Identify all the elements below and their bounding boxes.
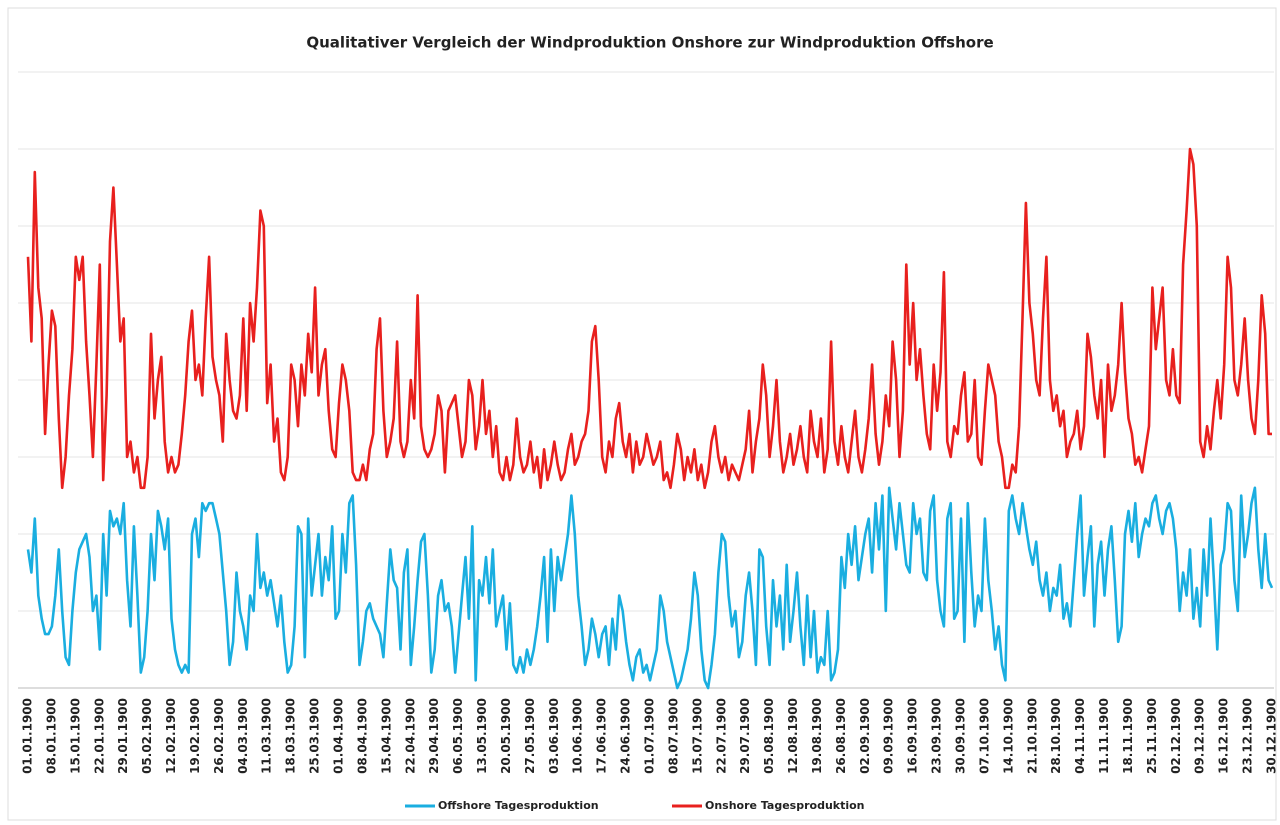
- x-tick-label: 01.04.1900: [332, 698, 346, 774]
- legend-label: Offshore Tagesproduktion: [438, 799, 599, 812]
- x-tick-label: 25.11.1900: [1145, 698, 1159, 774]
- x-tick-label: 30.09.1900: [954, 698, 968, 774]
- x-tick-label: 29.01.1900: [116, 698, 130, 774]
- x-tick-label: 10.06.1900: [571, 698, 585, 774]
- x-tick-label: 08.04.1900: [355, 698, 369, 774]
- x-tick-label: 21.10.1900: [1025, 698, 1039, 774]
- x-tick-label: 23.09.1900: [930, 698, 944, 774]
- legend-label: Onshore Tagesproduktion: [705, 799, 865, 812]
- x-tick-label: 22.01.1900: [92, 698, 106, 774]
- x-tick-label: 29.04.1900: [427, 698, 441, 774]
- x-tick-label: 19.08.1900: [810, 698, 824, 774]
- x-tick-label: 08.07.1900: [666, 698, 680, 774]
- x-tick-label: 26.08.1900: [834, 698, 848, 774]
- x-tick-label: 06.05.1900: [451, 698, 465, 774]
- x-tick-label: 16.09.1900: [906, 698, 920, 774]
- x-tick-label: 01.07.1900: [643, 698, 657, 774]
- x-tick-label: 05.08.1900: [762, 698, 776, 774]
- series-line: [26, 486, 1274, 690]
- x-tick-label: 22.04.1900: [403, 698, 417, 774]
- x-tick-label: 04.03.1900: [236, 698, 250, 774]
- x-tick-label: 03.06.1900: [547, 698, 561, 774]
- x-tick-label: 13.05.1900: [475, 698, 489, 774]
- x-tick-label: 11.11.1900: [1097, 698, 1111, 774]
- x-tick-label: 20.05.1900: [499, 698, 513, 774]
- x-tick-label: 25.03.1900: [308, 698, 322, 774]
- x-tick-label: 12.02.1900: [164, 698, 178, 774]
- x-tick-label: 09.12.1900: [1193, 698, 1207, 774]
- x-tick-label: 07.10.1900: [977, 698, 991, 774]
- x-tick-label: 15.04.1900: [379, 698, 393, 774]
- x-tick-label: 28.10.1900: [1049, 698, 1063, 774]
- x-tick-label: 02.09.1900: [858, 698, 872, 774]
- x-tick-label: 11.03.1900: [260, 698, 274, 774]
- x-tick-label: 01.01.1900: [21, 698, 35, 774]
- x-tick-label: 30.12.1900: [1265, 698, 1279, 774]
- x-tick-label: 23.12.1900: [1241, 698, 1255, 774]
- x-tick-label: 29.07.1900: [738, 698, 752, 774]
- x-tick-label: 08.01.1900: [44, 698, 58, 774]
- x-tick-label: 15.07.1900: [690, 698, 704, 774]
- chart-title: Qualitativer Vergleich der Windproduktio…: [306, 34, 993, 52]
- x-tick-label: 05.02.1900: [140, 698, 154, 774]
- series-line: [26, 147, 1272, 490]
- x-tick-label: 18.11.1900: [1121, 698, 1135, 774]
- x-tick-label: 09.09.1900: [882, 698, 896, 774]
- x-tick-label: 24.06.1900: [619, 698, 633, 774]
- x-tick-label: 02.12.1900: [1169, 698, 1183, 774]
- x-tick-label: 16.12.1900: [1217, 698, 1231, 774]
- x-tick-label: 17.06.1900: [595, 698, 609, 774]
- x-tick-label: 18.03.1900: [284, 698, 298, 774]
- x-tick-label: 04.11.1900: [1073, 698, 1087, 774]
- x-tick-label: 19.02.1900: [188, 698, 202, 774]
- x-tick-label: 15.01.1900: [68, 698, 82, 774]
- x-tick-label: 26.02.1900: [212, 698, 226, 774]
- x-tick-label: 22.07.1900: [714, 698, 728, 774]
- x-tick-label: 14.10.1900: [1001, 698, 1015, 774]
- x-tick-label: 12.08.1900: [786, 698, 800, 774]
- x-tick-label: 27.05.1900: [523, 698, 537, 774]
